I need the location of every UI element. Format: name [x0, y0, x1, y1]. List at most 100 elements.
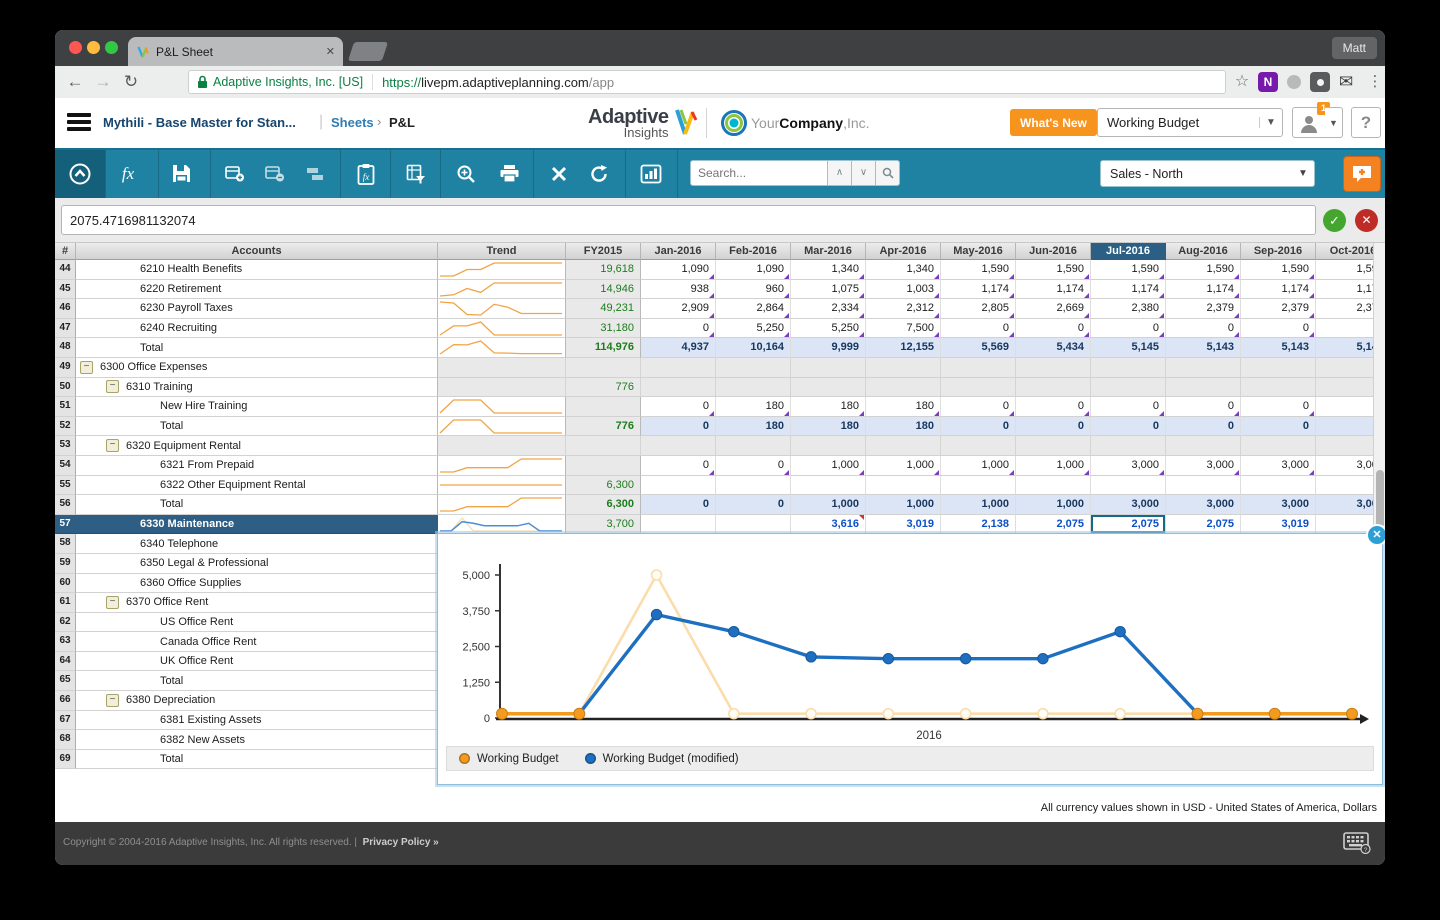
value-cell[interactable]: 3,000: [1241, 495, 1316, 515]
value-cell[interactable]: [1316, 377, 1373, 398]
value-cell[interactable]: 0: [1091, 416, 1166, 437]
value-cell[interactable]: [1016, 357, 1091, 378]
value-cell[interactable]: 1,000: [791, 455, 866, 476]
value-cell[interactable]: 5,143: [1316, 338, 1373, 358]
account-cell[interactable]: Total: [76, 416, 438, 437]
print-button[interactable]: [491, 159, 527, 189]
value-cell[interactable]: 0: [1241, 397, 1316, 417]
level-selector[interactable]: Sales - North ▼: [1100, 160, 1315, 187]
row-number[interactable]: 49: [55, 357, 76, 378]
row-number[interactable]: 48: [55, 338, 76, 358]
value-cell[interactable]: [791, 357, 866, 378]
row-number[interactable]: 58: [55, 534, 76, 554]
value-cell[interactable]: 0: [1241, 318, 1316, 339]
value-cell[interactable]: 9,999: [791, 338, 866, 358]
value-cell[interactable]: [791, 436, 866, 456]
value-cell[interactable]: 2,379: [1166, 299, 1241, 319]
value-cell[interactable]: 4,937: [641, 338, 716, 358]
column-header-trend[interactable]: Trend: [438, 243, 566, 260]
account-cell[interactable]: −6380 Depreciation: [76, 691, 438, 711]
keyboard-shortcuts-icon[interactable]: ?: [1343, 832, 1371, 854]
value-cell[interactable]: [641, 475, 716, 496]
value-cell[interactable]: [716, 436, 791, 456]
breadcrumb-sheets-link[interactable]: Sheets: [331, 115, 374, 130]
row-number[interactable]: 61: [55, 593, 76, 613]
value-cell[interactable]: 0: [641, 455, 716, 476]
value-cell[interactable]: 180: [866, 397, 941, 417]
trend-sparkline[interactable]: [438, 495, 566, 515]
column-header-apr-2016[interactable]: Apr-2016: [866, 243, 941, 260]
tab-close-icon[interactable]: ✕: [325, 46, 335, 58]
value-cell[interactable]: [1166, 357, 1241, 378]
value-cell[interactable]: 3,019: [866, 514, 941, 535]
keep-extension-icon[interactable]: [1310, 72, 1330, 92]
value-cell[interactable]: 10,164: [716, 338, 791, 358]
value-cell[interactable]: [1091, 436, 1166, 456]
remove-level-button[interactable]: [257, 159, 293, 189]
split-view-button[interactable]: [297, 159, 333, 189]
row-number[interactable]: 66: [55, 691, 76, 711]
collapse-toggle[interactable]: −: [106, 595, 119, 609]
value-cell[interactable]: [866, 377, 941, 398]
chrome-menu-icon[interactable]: ⋮: [1367, 73, 1383, 90]
value-cell[interactable]: 3,000: [1316, 495, 1373, 515]
fy2015-cell[interactable]: [566, 455, 641, 476]
value-cell[interactable]: 0: [1016, 397, 1091, 417]
value-cell[interactable]: 1,000: [941, 455, 1016, 476]
fy2015-cell[interactable]: 19,618: [566, 260, 641, 280]
column-header-jun-2016[interactable]: Jun-2016: [1016, 243, 1091, 260]
trend-sparkline[interactable]: [438, 357, 566, 378]
value-cell[interactable]: [716, 357, 791, 378]
collapse-toolbar-button[interactable]: [55, 150, 105, 198]
account-cell[interactable]: 6381 Existing Assets: [76, 710, 438, 731]
trend-sparkline[interactable]: [438, 436, 566, 456]
row-number[interactable]: 52: [55, 416, 76, 437]
value-cell[interactable]: 0: [641, 416, 716, 437]
value-cell[interactable]: 1,000: [866, 495, 941, 515]
value-cell[interactable]: 3,000: [1166, 455, 1241, 476]
search-input[interactable]: [690, 160, 828, 186]
value-cell[interactable]: [1091, 357, 1166, 378]
value-cell[interactable]: 5,569: [941, 338, 1016, 358]
account-cell[interactable]: Total: [76, 495, 438, 515]
account-cell[interactable]: 6321 From Prepaid: [76, 455, 438, 476]
table-row-57[interactable]: 57 6330 Maintenance 3,700 3,616 3,019 2,138 2,…: [55, 514, 1373, 535]
trend-sparkline[interactable]: [438, 514, 566, 535]
value-cell[interactable]: 3,019: [1241, 514, 1316, 535]
value-cell[interactable]: [1316, 514, 1373, 535]
trend-sparkline[interactable]: [438, 318, 566, 339]
column-header-jan-2016[interactable]: Jan-2016: [641, 243, 716, 260]
value-cell[interactable]: 3,000: [1241, 455, 1316, 476]
clear-button[interactable]: [541, 159, 577, 189]
account-cell[interactable]: New Hire Training: [76, 397, 438, 417]
value-cell[interactable]: 5,250: [791, 318, 866, 339]
column-header-mar-2016[interactable]: Mar-2016: [791, 243, 866, 260]
fy2015-cell[interactable]: 776: [566, 416, 641, 437]
search-go-button[interactable]: [876, 160, 900, 186]
value-cell[interactable]: 1,590: [1016, 260, 1091, 280]
menu-icon[interactable]: [67, 113, 91, 132]
value-cell[interactable]: 1,003: [866, 279, 941, 300]
value-cell[interactable]: 0: [1016, 416, 1091, 437]
table-row-54[interactable]: 54 6321 From Prepaid 0 0 1,000 1,000 1,000 1,00…: [55, 455, 1373, 476]
value-cell[interactable]: 5,143: [1166, 338, 1241, 358]
value-cell[interactable]: 2,334: [791, 299, 866, 319]
value-cell[interactable]: 180: [716, 416, 791, 437]
collapse-toggle[interactable]: −: [106, 380, 119, 394]
zoom-window-button[interactable]: [105, 41, 118, 54]
account-cell[interactable]: Total: [76, 671, 438, 692]
value-cell[interactable]: [641, 514, 716, 535]
value-cell[interactable]: [1016, 475, 1091, 496]
value-cell[interactable]: 1,340: [791, 260, 866, 280]
value-cell[interactable]: [1091, 377, 1166, 398]
value-cell[interactable]: 3,000: [1316, 455, 1373, 476]
fy2015-cell[interactable]: 3,700: [566, 514, 641, 535]
fy2015-cell[interactable]: [566, 357, 641, 378]
value-cell[interactable]: 5,143: [1241, 338, 1316, 358]
user-menu-caret[interactable]: ▼: [1325, 107, 1343, 138]
value-cell[interactable]: 0: [641, 397, 716, 417]
row-number[interactable]: 47: [55, 318, 76, 339]
value-cell[interactable]: 180: [716, 397, 791, 417]
value-cell[interactable]: 2,669: [1016, 299, 1091, 319]
chrome-profile-button[interactable]: Matt: [1331, 37, 1377, 59]
